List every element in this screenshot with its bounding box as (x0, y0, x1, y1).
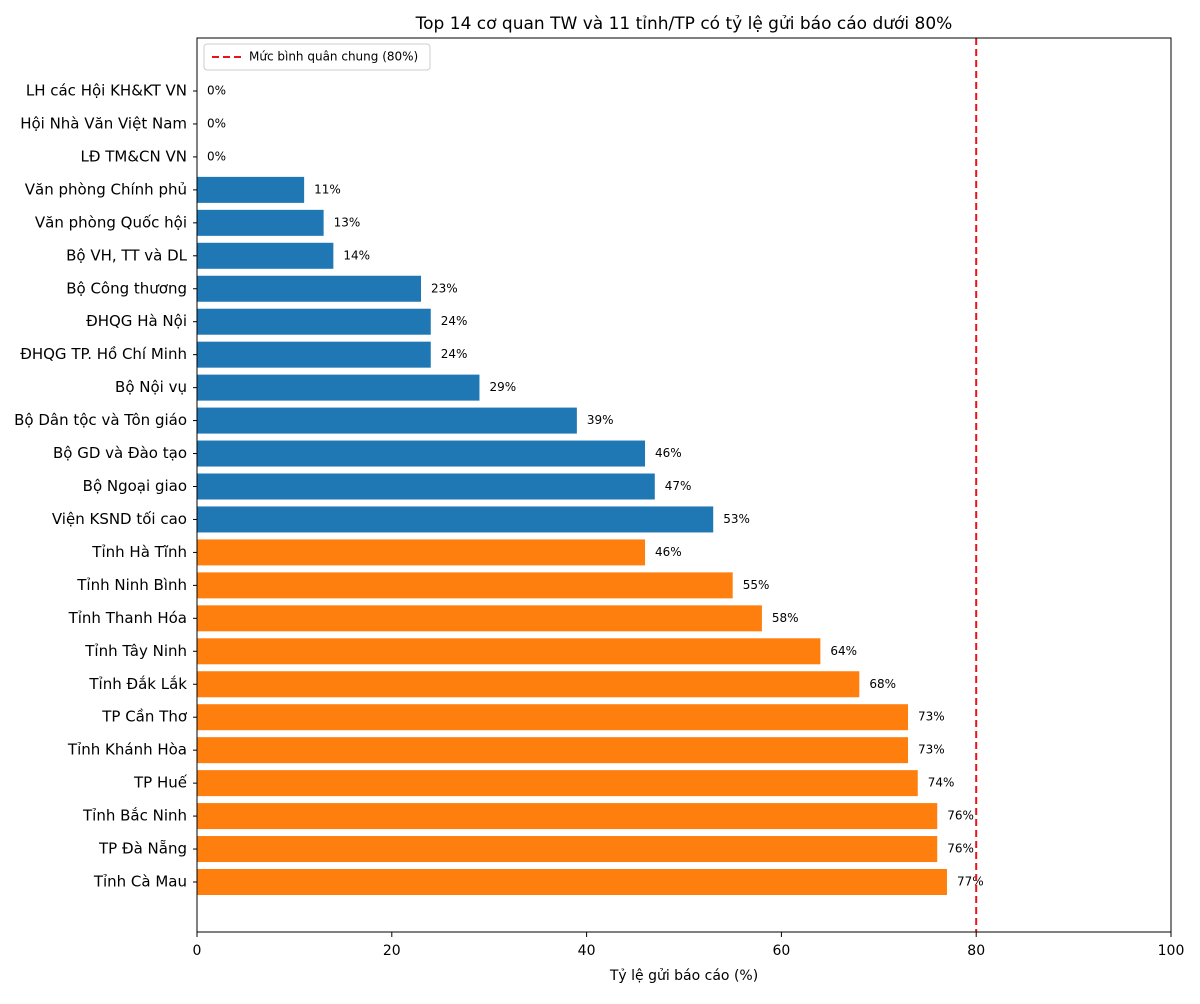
bar (197, 275, 422, 302)
value-label: 0% (207, 84, 226, 98)
y-tick-label: LH các Hội KH&KT VN (26, 82, 187, 100)
value-label: 29% (489, 380, 516, 394)
y-tick-label: Bộ Dân tộc và Tôn giáo (14, 411, 187, 429)
bar (197, 737, 909, 764)
y-tick-label: Tỉnh Thanh Hóa (68, 609, 187, 627)
value-label: 39% (587, 413, 614, 427)
y-tick-label: Tỉnh Khánh Hòa (67, 741, 187, 759)
value-label: 24% (441, 314, 468, 328)
value-label: 13% (334, 215, 361, 229)
bar (197, 473, 655, 500)
bar (197, 176, 305, 203)
y-tick-label: TP Huế (133, 774, 188, 792)
value-label: 14% (343, 248, 370, 262)
y-tick-label: ĐHQG Hà Nội (86, 312, 187, 330)
y-tick-label: Tỉnh Hà Tĩnh (91, 543, 187, 561)
x-tick-label: 40 (578, 943, 596, 959)
value-label: 76% (947, 842, 974, 856)
value-label: 76% (947, 809, 974, 823)
bar (197, 572, 733, 599)
value-label: 58% (772, 611, 799, 625)
x-tick-label: 20 (383, 943, 401, 959)
y-tick-label: LĐ TM&CN VN (81, 147, 188, 165)
value-label: 73% (918, 743, 945, 757)
x-tick-label: 100 (1158, 943, 1185, 959)
legend-label: Mức bình quân chung (80%) (249, 50, 418, 64)
bar (197, 308, 431, 335)
bar (197, 770, 918, 797)
bar (197, 803, 938, 830)
x-tick-label: 0 (193, 943, 202, 959)
value-label: 64% (830, 644, 857, 658)
bar (197, 242, 334, 269)
value-label: 46% (655, 446, 682, 460)
bar (197, 374, 480, 401)
bar (197, 407, 577, 434)
plot-frame (196, 37, 1172, 933)
value-label: 0% (207, 116, 226, 130)
y-tick-label: Tỉnh Ninh Bình (76, 576, 187, 594)
x-axis-label: Tỷ lệ gửi báo cáo (%) (609, 968, 758, 984)
y-tick-label: TP Đà Nẵng (98, 840, 187, 858)
value-label: 74% (928, 776, 955, 790)
bar (197, 440, 646, 467)
bar (197, 506, 714, 533)
y-tick-label: Tỉnh Bắc Ninh (82, 807, 187, 825)
y-tick-label: Bộ GD và Đào tạo (53, 444, 187, 462)
value-label: 73% (918, 710, 945, 724)
value-label: 23% (431, 281, 458, 295)
bar (197, 341, 431, 368)
y-tick-label: Bộ Công thương (66, 279, 187, 297)
value-label: 24% (441, 347, 468, 361)
chart-title: Top 14 cơ quan TW và 11 tỉnh/TP có tỷ lệ… (415, 14, 953, 34)
y-tick-label: Bộ VH, TT và DL (66, 246, 188, 264)
bar (197, 209, 324, 236)
value-label: 46% (655, 545, 682, 559)
y-tick-label: Văn phòng Chính phủ (25, 180, 187, 198)
bar (197, 539, 646, 566)
y-tick-label: Hội Nhà Văn Việt Nam (20, 114, 187, 132)
y-tick-label: Tỉnh Tây Ninh (84, 642, 187, 660)
y-tick-label: ĐHQG TP. Hồ Chí Minh (20, 345, 187, 363)
x-tick-label: 80 (967, 943, 985, 959)
y-tick-label: TP Cần Thơ (101, 708, 188, 726)
value-label: 11% (314, 182, 341, 196)
value-label: 77% (957, 875, 984, 889)
bar (197, 605, 762, 632)
bar (197, 638, 821, 665)
x-tick-label: 60 (772, 943, 790, 959)
legend-box (203, 43, 431, 71)
value-label: 47% (665, 479, 692, 493)
y-tick-label: Tỉnh Cà Mau (93, 873, 187, 891)
value-label: 68% (869, 677, 896, 691)
bar (197, 704, 909, 731)
value-label: 0% (207, 149, 226, 163)
bar (197, 869, 947, 895)
bar (197, 836, 938, 863)
value-label: 55% (743, 578, 770, 592)
y-tick-label: Bộ Ngoại giao (83, 477, 187, 495)
y-tick-label: Tỉnh Đắk Lắk (88, 675, 187, 693)
y-tick-label: Bộ Nội vụ (115, 378, 187, 396)
y-tick-label: Văn phòng Quốc hội (35, 213, 187, 231)
bar (197, 671, 860, 698)
y-tick-label: Viện KSND tối cao (52, 510, 187, 528)
value-label: 53% (723, 512, 750, 526)
